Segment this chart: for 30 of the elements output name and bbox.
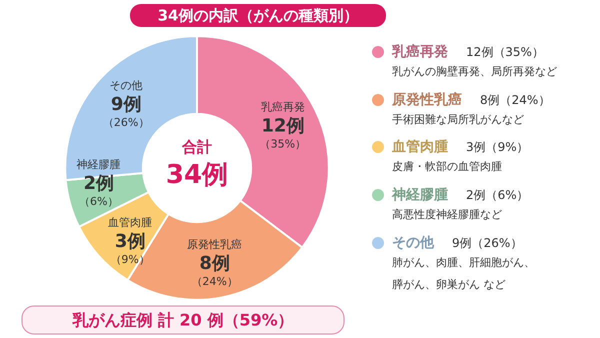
text: 乳がんの胸壁再発、局所再発など <box>392 65 557 78</box>
legend-label: 神経膠腫 <box>391 186 448 203</box>
data-label: 8例（24%） <box>191 252 238 288</box>
text: 34例 <box>166 160 228 190</box>
slice-label: 原発性乳癌 <box>187 238 242 251</box>
data-label: 9例（26%） <box>102 94 150 129</box>
text: 肺がん、肉腫、肝細胞がん、 <box>392 256 535 269</box>
data-label: 12例（35%） <box>260 116 306 151</box>
slice-label: 血管肉腫 <box>108 216 152 230</box>
text: 皮膚・軟部の血管肉腫 <box>392 160 502 173</box>
text: 高悪性度神経膠腫など <box>392 208 502 221</box>
chart-title: 34例の内訳（がんの種類別） <box>158 6 358 24</box>
slice-label: 神経膠腫 <box>76 158 121 171</box>
data-label: 2例（6%） <box>78 172 118 208</box>
legend-label: その他 <box>392 235 435 251</box>
legend-label: 乳癌再発 <box>391 43 448 60</box>
data-label: 3例（9%） <box>110 231 150 266</box>
text: 膵がん、卵巣がん など <box>392 278 506 291</box>
text: 合計 <box>181 138 212 156</box>
text: 8例（24%） <box>480 93 550 107</box>
text: 乳がん症例 計 20 例（59%） <box>71 310 294 330</box>
legend-label: 原発性乳癌 <box>391 91 462 108</box>
legend-label: 血管肉腫 <box>391 139 448 155</box>
text: 3例（9%） <box>466 140 529 154</box>
text: 2例（6%） <box>466 188 529 202</box>
text: 12例（35%） <box>466 45 544 59</box>
slice-label: その他 <box>110 78 143 92</box>
text: 手術困難な局所乳がんなど <box>392 113 524 126</box>
slice-label: 乳癌再発 <box>260 100 305 114</box>
text: 9例（26%） <box>452 236 522 250</box>
